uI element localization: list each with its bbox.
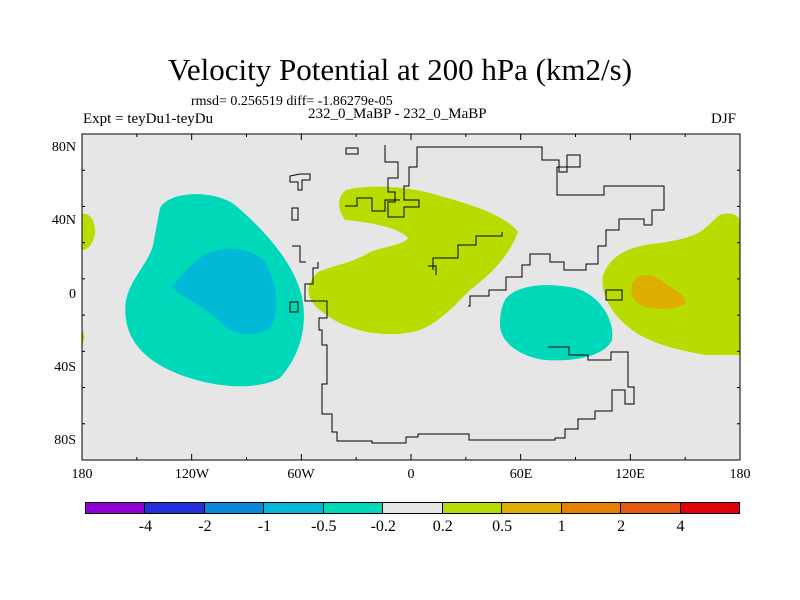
colorbar-label: 0.5 [492,518,513,535]
colorbar [85,502,740,514]
coastline-east-asia-islands [605,289,623,301]
plot-title: Velocity Potential at 200 hPa (km2/s) [167,52,633,87]
continent-outlines [289,145,665,444]
colorbar-label: -1 [257,518,272,535]
contour-fill-positive-east-pacific [82,330,85,345]
colorbar-swatch [679,502,740,514]
lon-label-120e: 120E [615,467,645,482]
colorbar-label: 1 [557,518,566,535]
experiment-label: Expt = teyDu1-teyDu [83,111,214,127]
colorbar-swatch [85,502,146,514]
season-label: DJF [711,111,737,127]
colorbar-label: 0.2 [432,518,453,535]
lon-label-180-east: 180 [729,467,751,482]
contour-fill-strong-negative [172,248,277,335]
colorbar-label: -0.2 [370,518,396,535]
colorbar-swatch [382,502,443,514]
lon-label-180-west: 180 [71,467,93,482]
case-label: 232_0_MaBP - 232_0_MaBP [308,106,487,122]
colorbar-swatch [620,502,681,514]
contour-fill-positive-west-pacific [602,213,740,355]
colorbar-swatch [501,502,562,514]
lat-label-40n: 40N [51,213,76,228]
coastline-middle-east [432,232,503,270]
coastline-europe-north [345,197,400,212]
colorbar-swatch [441,502,503,514]
tick-marks [81,133,741,461]
colorbar-swatch [560,502,622,514]
coastline-america-europe [384,145,665,307]
coastline-arabia [428,265,437,275]
colorbar-label: -4 [138,518,153,535]
colorbar-swatch [203,502,265,514]
lon-label-120w: 120W [174,467,210,482]
lon-label-60w: 60W [287,467,315,482]
colorbar-label: -0.5 [311,518,337,535]
coastline-galapagos [289,301,299,313]
lon-label-60e: 60E [509,467,533,482]
colorbar-label: 2 [617,518,626,535]
contour-fill-strong-positive [631,274,686,309]
colorbar-label: 4 [676,518,685,535]
contour-fill-positive-atlantic-africa [308,186,518,335]
contour-fill-negative-indian-ocean [500,285,613,361]
colorbar-swatch [144,502,205,514]
colorbar-label: -2 [198,518,212,535]
statistics-line: rmsd= 0.256519 diff= -1.86279e-05 [191,94,393,109]
coastline-caribbean [292,245,306,263]
lat-label-80s: 80S [54,433,76,448]
lat-label-40s: 40S [54,360,76,375]
coastline-greenland [289,173,311,191]
lon-label-0: 0 [407,467,415,482]
contour-fill-positive-dateline-edge [82,213,96,250]
lat-label-80n: 80N [51,140,76,155]
colorbar-swatch [263,502,324,514]
coastline-british-isles [291,207,299,221]
coastline-africa [304,262,635,444]
coastline-arctic-island [345,147,359,155]
lat-label-equator: 0 [69,287,76,302]
colorbar-swatch [322,502,384,514]
